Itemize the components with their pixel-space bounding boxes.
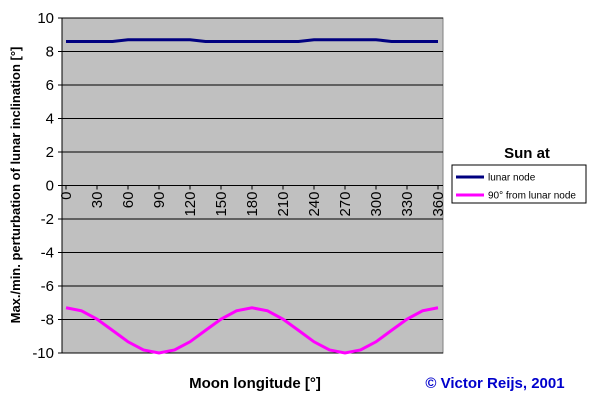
y-tick-label: 6 <box>46 77 54 94</box>
y-tick-label: -6 <box>41 278 54 295</box>
x-tick-label: 120 <box>182 192 199 217</box>
y-tick-label: -8 <box>41 312 54 329</box>
y-tick-label: -10 <box>32 345 54 362</box>
x-tick-label: 60 <box>120 192 137 209</box>
series-line <box>66 38 438 43</box>
series-line <box>65 306 439 355</box>
x-tick-label: 210 <box>275 192 292 217</box>
y-tick-label: 0 <box>46 178 54 195</box>
legend-label: 90° from lunar node <box>488 191 576 202</box>
x-tick-label: 300 <box>368 192 385 217</box>
legend-box <box>451 164 587 204</box>
legend-title: Sun at <box>504 145 550 162</box>
x-tick-label: 30 <box>89 192 106 209</box>
x-tick-label: 330 <box>399 192 416 217</box>
y-tick-label: 10 <box>37 10 54 27</box>
y-axis-label: Max./min. perturbation of lunar inclinat… <box>8 47 23 324</box>
y-tick-label: 4 <box>46 111 54 128</box>
x-tick-label: 360 <box>430 192 447 217</box>
y-tick-label: 2 <box>46 144 54 161</box>
x-tick-label: 0 <box>58 192 75 200</box>
y-tick-label: 8 <box>46 44 54 61</box>
annotation: © Victor Reijs, 2001 <box>425 375 564 392</box>
x-axis-label: Moon longitude [°] <box>189 375 321 392</box>
x-tick-label: 240 <box>306 192 323 217</box>
legend-label: lunar node <box>488 173 536 184</box>
y-tick-label: -4 <box>41 245 54 262</box>
x-tick-label: 180 <box>244 192 261 217</box>
y-tick-label: -2 <box>41 211 54 228</box>
x-tick-label: 90 <box>151 192 168 209</box>
x-tick-label: 270 <box>337 192 354 217</box>
x-tick-label: 150 <box>213 192 230 217</box>
